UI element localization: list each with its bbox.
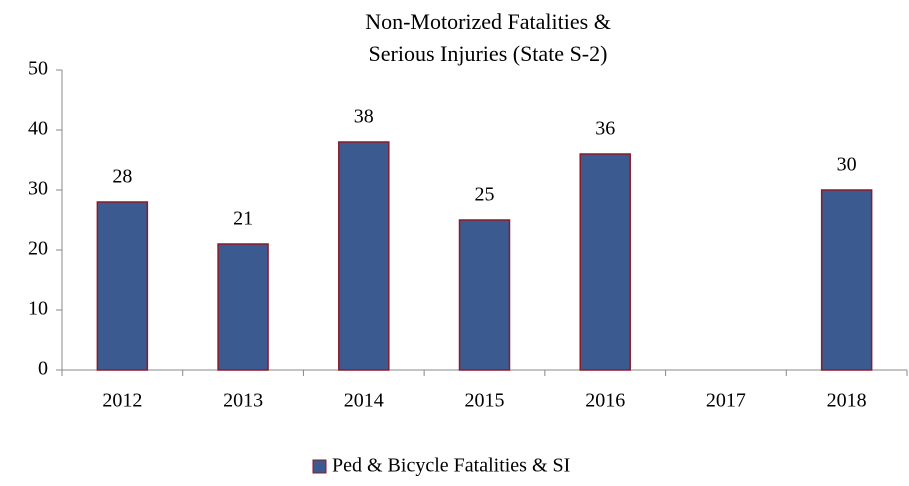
y-tick-label: 20	[28, 238, 48, 260]
legend-swatch	[312, 459, 327, 474]
x-tick-label: 2012	[102, 390, 142, 412]
legend-label: Ped & Bicycle Fatalities & SI	[332, 455, 570, 477]
bar	[458, 219, 511, 371]
y-tick-label: 0	[38, 358, 48, 380]
y-tick-label: 30	[28, 178, 48, 200]
bar	[820, 189, 873, 371]
bar	[338, 141, 390, 371]
value-label: 28	[112, 166, 132, 188]
chart-title: Non-Motorized Fatalities &	[365, 9, 611, 34]
value-label: 21	[233, 208, 253, 230]
x-tick-label: 2017	[706, 390, 746, 412]
bar	[96, 201, 149, 371]
x-tick-label: 2014	[344, 390, 384, 412]
y-tick-label: 50	[28, 58, 48, 80]
value-label: 38	[354, 106, 374, 128]
x-tick-label: 2013	[223, 390, 263, 412]
bar	[217, 243, 269, 371]
bar	[579, 153, 631, 371]
x-tick-label: 2015	[465, 390, 505, 412]
y-tick-label: 10	[28, 298, 48, 320]
value-label: 36	[595, 118, 615, 140]
x-tick-label: 2016	[585, 390, 625, 412]
y-tick-label: 40	[28, 118, 48, 140]
x-tick-label: 2018	[827, 390, 867, 412]
value-label: 25	[475, 184, 495, 206]
chart-title: Serious Injuries (State S-2)	[369, 41, 608, 66]
value-label: 30	[837, 154, 857, 176]
